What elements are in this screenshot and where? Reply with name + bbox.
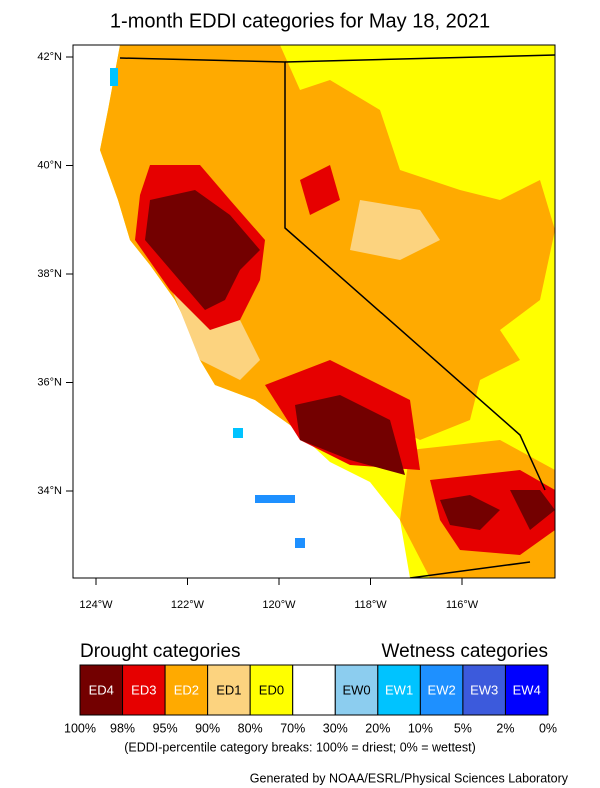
legend-swatch bbox=[207, 664, 251, 716]
lon-label: 120°W bbox=[262, 599, 296, 611]
credit: Generated by NOAA/ESRL/Physical Sciences… bbox=[250, 771, 569, 785]
legend-label: EW2 bbox=[428, 682, 456, 697]
break-label: 70% bbox=[280, 721, 305, 735]
legend-swatch bbox=[419, 664, 464, 716]
legend-swatch bbox=[292, 664, 336, 716]
lon-label: 116°W bbox=[446, 599, 479, 611]
legend-swatch bbox=[79, 664, 124, 716]
legend-label: EW1 bbox=[385, 682, 413, 697]
lat-label: 36°N bbox=[37, 376, 62, 388]
legend-label: ED2 bbox=[174, 682, 199, 697]
break-label: 90% bbox=[195, 721, 220, 735]
drought-title: Drought categories bbox=[80, 641, 241, 662]
legend-swatch bbox=[249, 664, 294, 716]
legend-note: (EDDI-percentile category breaks: 100% =… bbox=[124, 740, 476, 754]
lon-label: 122°W bbox=[171, 599, 205, 611]
title: 1-month EDDI categories for May 18, 2021 bbox=[110, 10, 490, 32]
break-label: 20% bbox=[365, 721, 390, 735]
break-label: 80% bbox=[238, 721, 263, 735]
break-label: 30% bbox=[323, 721, 348, 735]
legend-swatch bbox=[377, 664, 421, 716]
legend-swatch bbox=[462, 664, 506, 716]
legend-swatch bbox=[504, 664, 549, 716]
legend-label: ED1 bbox=[216, 682, 241, 697]
break-label: 98% bbox=[110, 721, 135, 735]
lon-label: 118°W bbox=[354, 599, 387, 611]
legend-label: EW3 bbox=[470, 682, 498, 697]
legend-label: ED4 bbox=[89, 682, 114, 697]
lat-label: 38°N bbox=[37, 268, 62, 280]
break-label: 2% bbox=[496, 721, 514, 735]
lat-label: 42°N bbox=[37, 51, 62, 63]
map bbox=[73, 45, 555, 578]
lat-label: 34°N bbox=[37, 485, 62, 497]
legend-label: ED0 bbox=[259, 682, 284, 697]
legend-swatch bbox=[334, 664, 379, 716]
break-label: 0% bbox=[539, 721, 557, 735]
break-label: 100% bbox=[64, 721, 96, 735]
legend-label: ED3 bbox=[131, 682, 156, 697]
lat-label: 40°N bbox=[37, 159, 62, 171]
break-label: 10% bbox=[408, 721, 433, 735]
legend-label: EW0 bbox=[342, 682, 370, 697]
lon-label: 124°W bbox=[79, 599, 113, 611]
break-label: 95% bbox=[153, 721, 178, 735]
break-label: 5% bbox=[454, 721, 472, 735]
legend-swatch bbox=[122, 664, 166, 716]
wetness-title: Wetness categories bbox=[381, 641, 548, 662]
map-frame bbox=[72, 44, 556, 579]
legend-label: EW4 bbox=[513, 682, 541, 697]
